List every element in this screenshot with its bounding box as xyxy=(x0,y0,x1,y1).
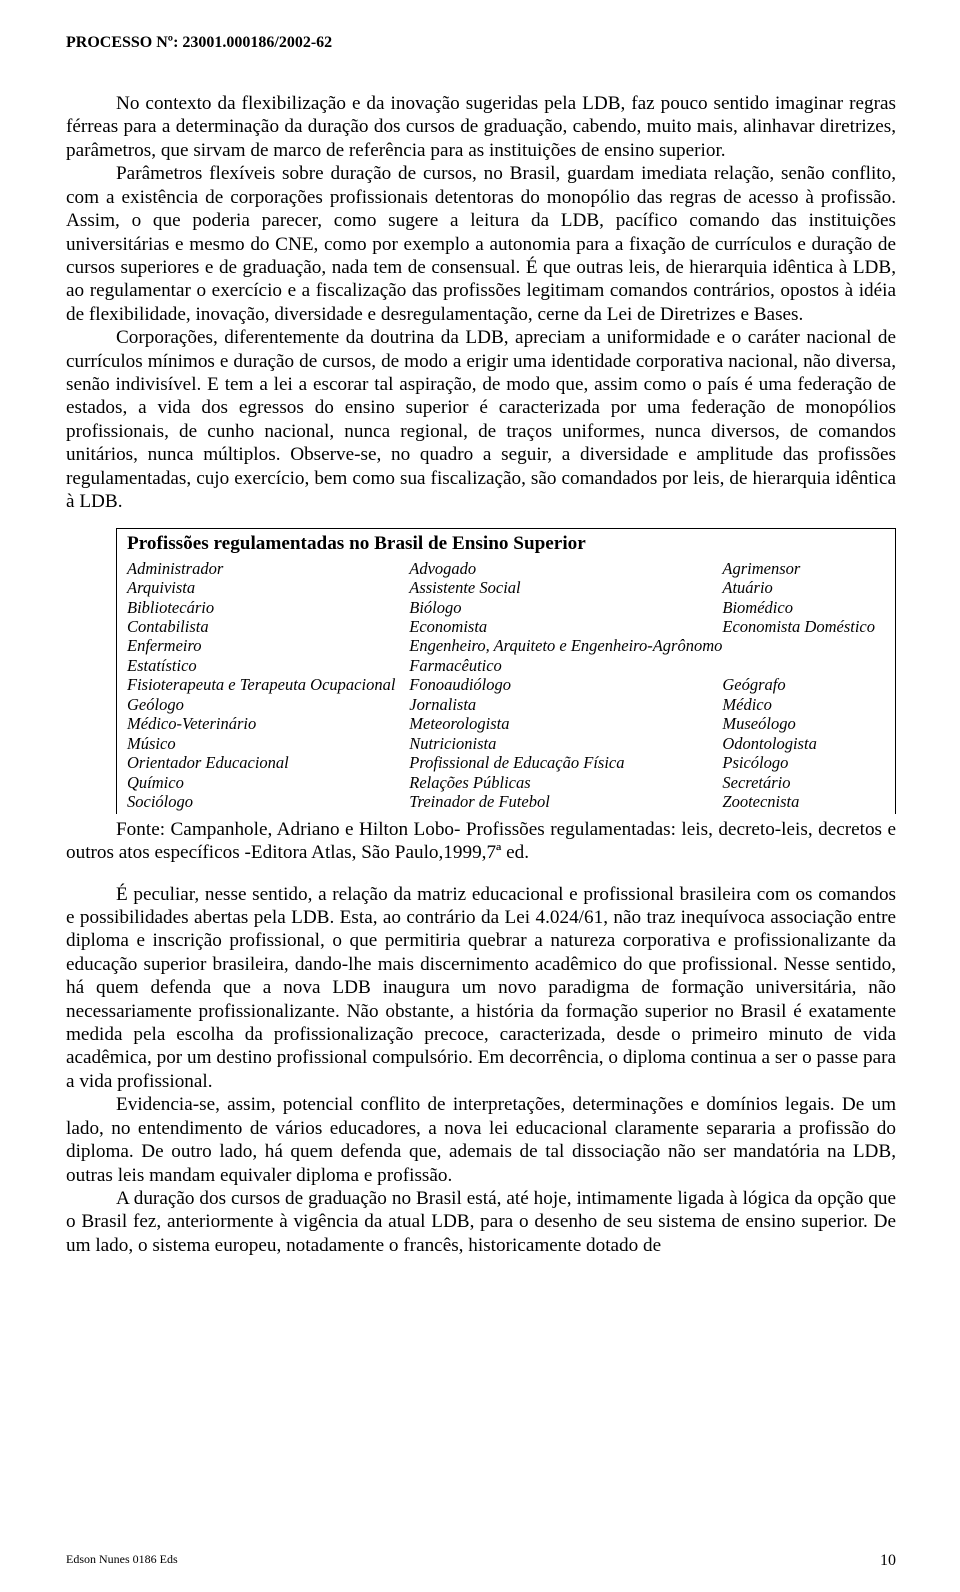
table-row: ContabilistaEconomistaEconomista Domésti… xyxy=(127,617,885,636)
table-row: SociólogoTreinador de FutebolZootecnista xyxy=(127,792,885,811)
table-cell: Nutricionista xyxy=(409,734,722,753)
table-cell: Agrimensor xyxy=(722,559,885,578)
table-cell: Fonoaudiólogo xyxy=(409,675,722,694)
table-row: GeólogoJornalistaMédico xyxy=(127,695,885,714)
table-row: Médico-VeterinárioMeteorologistaMuseólog… xyxy=(127,714,885,733)
table-cell: Fisioterapeuta e Terapeuta Ocupacional xyxy=(127,675,409,694)
table-cell: Meteorologista xyxy=(409,714,722,733)
table-row: Fisioterapeuta e Terapeuta OcupacionalFo… xyxy=(127,675,885,694)
table-source-citation: Fonte: Campanhole, Adriano e Hilton Lobo… xyxy=(66,818,896,865)
table-cell: Geólogo xyxy=(127,695,409,714)
table-cell: Sociólogo xyxy=(127,792,409,811)
table-cell: Biomédico xyxy=(722,598,885,617)
paragraph-2: Parâmetros flexíveis sobre duração de cu… xyxy=(66,162,896,326)
page-footer: Edson Nunes 0186 Eds 10 xyxy=(66,1552,896,1570)
table-cell: Farmacêutico xyxy=(409,656,722,675)
table-cell: Assistente Social xyxy=(409,578,722,597)
table-cell: Advogado xyxy=(409,559,722,578)
table-cell xyxy=(722,656,885,675)
table-cell: Jornalista xyxy=(409,695,722,714)
table-cell: Museólogo xyxy=(722,714,885,733)
body-text-block-1: No contexto da flexibilização e da inova… xyxy=(66,92,896,514)
table-row: BibliotecárioBiólogoBiomédico xyxy=(127,598,885,617)
table-cell: Médico-Veterinário xyxy=(127,714,409,733)
table-cell: Contabilista xyxy=(127,617,409,636)
table-cell: Psicólogo xyxy=(722,753,885,772)
table-cell: Enfermeiro xyxy=(127,636,409,655)
table-cell: Médico xyxy=(722,695,885,714)
table-cell: Biólogo xyxy=(409,598,722,617)
table-cell: Engenheiro, Arquiteto e Engenheiro-Agrôn… xyxy=(409,636,722,655)
table-cell: Secretário xyxy=(722,773,885,792)
table-cell: Odontologista xyxy=(722,734,885,753)
footer-page-number: 10 xyxy=(880,1552,896,1570)
paragraph-6: A duração dos cursos de graduação no Bra… xyxy=(66,1187,896,1257)
table-row: EnfermeiroEngenheiro, Arquiteto e Engenh… xyxy=(127,636,885,655)
table-cell: Economista Doméstico xyxy=(722,617,885,636)
table-row: MúsicoNutricionistaOdontologista xyxy=(127,734,885,753)
table-cell: Treinador de Futebol xyxy=(409,792,722,811)
professions-table-title: Profissões regulamentadas no Brasil de E… xyxy=(127,533,885,555)
table-cell: Atuário xyxy=(722,578,885,597)
table-row: AdministradorAdvogadoAgrimensor xyxy=(127,559,885,578)
table-row: Orientador EducacionalProfissional de Ed… xyxy=(127,753,885,772)
table-cell: Músico xyxy=(127,734,409,753)
table-cell: Administrador xyxy=(127,559,409,578)
footer-left-text: Edson Nunes 0186 Eds xyxy=(66,1552,178,1570)
professions-table: AdministradorAdvogadoAgrimensorArquivist… xyxy=(127,559,885,812)
document-page: PROCESSO Nº: 23001.000186/2002-62 No con… xyxy=(0,0,960,1592)
paragraph-1: No contexto da flexibilização e da inova… xyxy=(66,92,896,162)
table-cell: Geógrafo xyxy=(722,675,885,694)
header-processo: PROCESSO Nº: 23001.000186/2002-62 xyxy=(66,34,896,52)
table-row: QuímicoRelações PúblicasSecretário xyxy=(127,773,885,792)
table-cell: Estatístico xyxy=(127,656,409,675)
professions-table-box: Profissões regulamentadas no Brasil de E… xyxy=(116,528,896,814)
body-text-block-2: É peculiar, nesse sentido, a relação da … xyxy=(66,883,896,1258)
table-cell: Orientador Educacional xyxy=(127,753,409,772)
table-cell xyxy=(722,636,885,655)
table-cell: Relações Públicas xyxy=(409,773,722,792)
table-cell: Zootecnista xyxy=(722,792,885,811)
paragraph-4: É peculiar, nesse sentido, a relação da … xyxy=(66,883,896,1094)
paragraph-3: Corporações, diferentemente da doutrina … xyxy=(66,326,896,513)
table-cell: Profissional de Educação Física xyxy=(409,753,722,772)
paragraph-5: Evidencia-se, assim, potencial conflito … xyxy=(66,1093,896,1187)
table-cell: Químico xyxy=(127,773,409,792)
table-cell: Arquivista xyxy=(127,578,409,597)
table-row: ArquivistaAssistente SocialAtuário xyxy=(127,578,885,597)
table-cell: Economista xyxy=(409,617,722,636)
table-cell: Bibliotecário xyxy=(127,598,409,617)
table-row: EstatísticoFarmacêutico xyxy=(127,656,885,675)
